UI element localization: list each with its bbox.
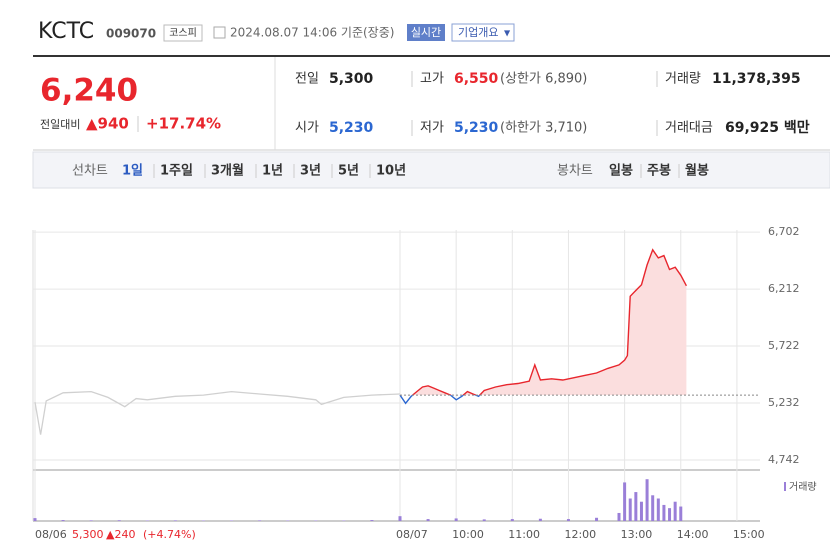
volume-bar — [117, 520, 121, 521]
stock-code: 009070 — [106, 27, 156, 41]
tab[interactable]: 일봉 — [609, 164, 633, 179]
line-chart-label: 선차트 — [72, 164, 108, 179]
x-tick-label: 08/06 — [35, 528, 67, 541]
tab[interactable]: 월봉 — [685, 163, 709, 179]
tab[interactable]: 1일 — [122, 164, 143, 179]
volume-bar — [566, 519, 570, 521]
volume-bar — [426, 519, 430, 521]
price: 6,240 — [40, 73, 138, 109]
tab[interactable]: 5년 — [338, 164, 359, 179]
y-tick-label: 5,722 — [768, 339, 800, 352]
volume-bar — [628, 498, 632, 521]
rate: +17.74% — [146, 115, 221, 133]
volume-bar — [595, 517, 599, 521]
footer-change: ▲240 — [106, 528, 135, 541]
tab[interactable]: 1주일 — [160, 164, 193, 179]
price-line-up — [399, 248, 688, 396]
x-tick-label: 11:00 — [508, 528, 540, 541]
info-value: 5,230 — [454, 120, 499, 136]
volume-bar — [398, 516, 402, 521]
tab[interactable]: 3개월 — [211, 163, 244, 179]
volume-legend-swatch — [784, 482, 786, 491]
x-tick-label: 12:00 — [564, 528, 596, 541]
tab[interactable]: 10년 — [376, 164, 406, 179]
dropdown-arrow: ▼ — [504, 29, 511, 38]
info-label: 거래대금 — [665, 121, 713, 136]
tab-bar — [32, 151, 830, 189]
company[interactable]: 기업개요 — [458, 26, 498, 39]
datetime: 2024.08.07 14:06 기준(장중) — [230, 26, 394, 40]
volume-bar — [645, 479, 649, 521]
volume-bar — [258, 520, 262, 521]
candle-chart-label: 봉차트 — [557, 164, 593, 179]
info-label: 거래량 — [665, 72, 701, 87]
volume-bar — [639, 501, 643, 521]
footer-price: 5,300 — [72, 528, 104, 541]
volume-bar — [33, 518, 37, 521]
y-tick-label: 5,232 — [768, 396, 800, 409]
tab[interactable]: 3년 — [300, 164, 321, 179]
y-tick-label: 6,212 — [768, 282, 800, 295]
volume-bar — [89, 520, 93, 521]
volume-bar — [662, 504, 666, 521]
volume-bar — [370, 520, 374, 521]
realtime[interactable]: 실시간 — [411, 26, 441, 39]
volume-bar — [656, 498, 660, 521]
info-value: 5,300 — [329, 71, 374, 87]
x-tick-label: 14:00 — [677, 528, 709, 541]
volume-bar — [538, 518, 542, 521]
info-value: 69,925 백만 — [725, 120, 810, 136]
info-label: 고가 — [420, 72, 444, 87]
volume-bar — [482, 519, 486, 521]
info-value: 6,550 — [454, 71, 499, 87]
info-label: 저가 — [420, 121, 444, 136]
footer-rate: (+4.74%) — [143, 528, 196, 541]
market-badge — [163, 24, 203, 42]
x-tick-label: 13:00 — [621, 528, 653, 541]
y-tick-label: 4,742 — [768, 453, 800, 466]
volume-bar — [679, 506, 683, 521]
tab[interactable]: 1년 — [262, 164, 283, 179]
stock-name: KCTC — [38, 19, 94, 44]
y-tick-label: 6,702 — [768, 225, 800, 238]
tab[interactable]: 주봉 — [647, 164, 671, 179]
info-label: 시가 — [295, 121, 319, 136]
info-value: 11,378,395 — [712, 71, 801, 87]
calendar-icon — [213, 26, 226, 39]
change-label: 전일대비 — [40, 117, 80, 131]
volume-legend: 거래량 — [789, 481, 817, 493]
realtime-badge[interactable] — [407, 24, 445, 41]
volume-bar — [651, 495, 655, 521]
volume-bar — [673, 501, 677, 521]
price-line-previous — [34, 390, 401, 435]
x-tick-label: 10:00 — [452, 528, 484, 541]
volume-bar — [510, 519, 514, 521]
volume-bar — [173, 520, 177, 521]
info-value: 5,230 — [329, 120, 374, 136]
volume-bar — [634, 492, 638, 521]
volume-bar — [454, 518, 458, 521]
info-note: (하한가 3,710) — [500, 121, 587, 136]
market: 코스피 — [169, 27, 197, 39]
company-badge[interactable] — [451, 23, 515, 42]
change: ▲940 — [86, 115, 129, 133]
info-note: (상한가 6,890) — [500, 72, 587, 87]
volume-bar — [617, 512, 621, 521]
volume-bar — [61, 520, 65, 521]
info-label: 전일 — [295, 72, 319, 87]
volume-bar — [668, 508, 672, 521]
x-tick-label: 15:00 — [733, 528, 765, 541]
x-tick-label: 08/07 — [396, 528, 428, 541]
volume-bar — [623, 482, 627, 521]
